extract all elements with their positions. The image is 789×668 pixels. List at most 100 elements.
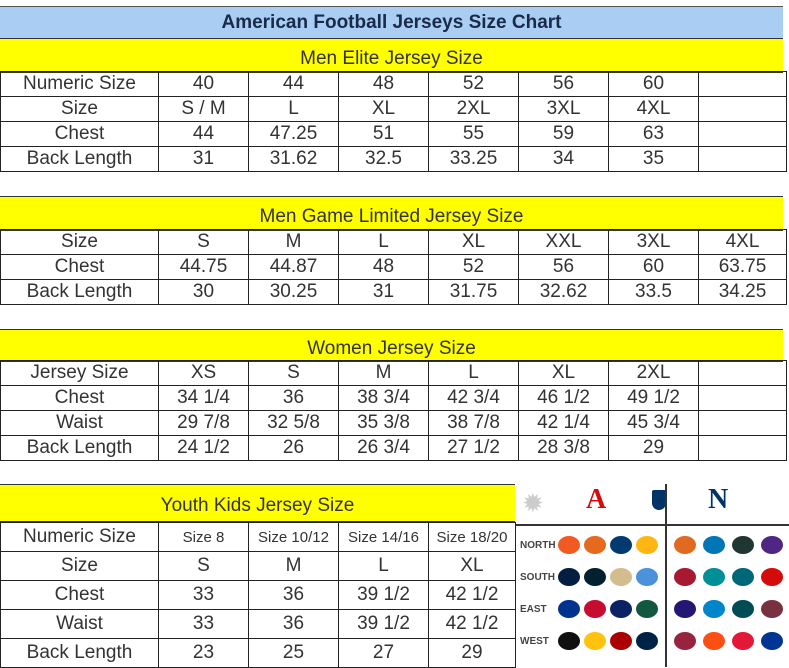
nfc-team-logo <box>761 568 783 586</box>
table-cell: 29 <box>428 638 516 668</box>
afc-team-logo <box>636 536 658 554</box>
row-label: Back Length <box>0 638 159 668</box>
afc-team-logo <box>610 568 632 586</box>
table-cell <box>698 146 787 172</box>
table-cell: 26 3/4 <box>338 435 429 461</box>
chart-title: American Football Jerseys Size Chart <box>0 6 783 40</box>
row-label: Back Length <box>0 435 159 461</box>
nfc-team-logo <box>732 568 754 586</box>
row-label: Numeric Size <box>0 71 159 97</box>
table-cell: 30.25 <box>248 279 339 305</box>
table-cell: 27 <box>338 638 429 668</box>
table-row: Chest 33 36 39 1/2 42 1/2 <box>0 580 516 610</box>
table-cell <box>698 385 787 411</box>
afc-team-logo <box>584 536 606 554</box>
table-cell: 42 1/2 <box>428 609 516 639</box>
table-cell: 51 <box>338 121 429 147</box>
table-cell: M <box>248 229 339 255</box>
table-cell: 48 <box>338 254 429 280</box>
table-row: Back Length 31 31.62 32.5 33.25 34 35 <box>0 146 787 172</box>
nfc-team-logo <box>732 632 754 650</box>
table-row: Jersey Size XS S M L XL 2XL <box>0 360 787 386</box>
table-cell: S <box>158 551 249 581</box>
division-label: EAST <box>520 604 547 615</box>
table-row: Size S M L XL <box>0 551 516 581</box>
table-cell: 46 1/2 <box>518 385 609 411</box>
nfc-team-logo <box>674 568 696 586</box>
afc-team-logo <box>610 632 632 650</box>
table-cell: L <box>248 96 339 122</box>
table-cell: 39 1/2 <box>338 580 429 610</box>
table-row: Size S M L XL XXL 3XL 4XL <box>0 229 787 255</box>
table-cell: 32.5 <box>338 146 429 172</box>
table-cell <box>698 435 787 461</box>
table-cell: 30 <box>158 279 249 305</box>
table-cell: 60 <box>608 71 699 97</box>
table-cell: XL <box>428 229 519 255</box>
men-elite-table: Numeric Size 40 44 48 52 56 60 Size S / M L XL 2XL 3… <box>0 71 787 172</box>
table-cell: Size 8 <box>158 522 249 552</box>
table-cell: 32 5/8 <box>248 410 339 436</box>
nfl-shield-logo <box>652 490 666 510</box>
table-cell: 56 <box>518 71 609 97</box>
afc-team-logo <box>584 632 606 650</box>
table-cell: 63.75 <box>698 254 787 280</box>
table-cell: 33.5 <box>608 279 699 305</box>
row-label: Size <box>0 229 159 255</box>
table-cell: 42 1/2 <box>428 580 516 610</box>
nfc-team-logo <box>674 600 696 618</box>
table-cell: 59 <box>518 121 609 147</box>
table-cell: 23 <box>158 638 249 668</box>
afc-team-logo <box>636 632 658 650</box>
table-cell: M <box>248 551 339 581</box>
afc-team-logo <box>636 600 658 618</box>
table-cell: XXL <box>518 229 609 255</box>
table-cell: 39 1/2 <box>338 609 429 639</box>
afc-team-logo <box>610 536 632 554</box>
youth-kids-section-title: Youth Kids Jersey Size <box>0 484 515 522</box>
table-cell: 48 <box>338 71 429 97</box>
division-label: SOUTH <box>520 572 555 583</box>
table-row: Size S / M L XL 2XL 3XL 4XL <box>0 96 787 122</box>
table-cell <box>698 71 787 97</box>
table-cell: 34 1/4 <box>158 385 249 411</box>
table-cell: 55 <box>428 121 519 147</box>
sun-icon: ✹ <box>522 488 544 518</box>
table-row: Chest 44 47.25 51 55 59 63 <box>0 121 787 147</box>
row-label: Back Length <box>0 279 159 305</box>
table-cell: S <box>248 360 339 386</box>
afc-team-logo <box>558 632 580 650</box>
table-cell: 42 3/4 <box>428 385 519 411</box>
table-cell: 35 <box>608 146 699 172</box>
table-cell <box>698 121 787 147</box>
table-cell: L <box>338 229 429 255</box>
table-cell: 34.25 <box>698 279 787 305</box>
row-label: Size <box>0 551 159 581</box>
afc-logo: A <box>586 484 607 515</box>
nfc-team-logo <box>703 536 725 554</box>
row-label: Chest <box>0 580 159 610</box>
afc-team-logo <box>558 600 580 618</box>
table-cell: 26 <box>248 435 339 461</box>
row-label: Chest <box>0 385 159 411</box>
nfl-logos-panel: ✹ A N NORTH SOUTH EAST WEST <box>516 484 789 667</box>
table-cell: 38 7/8 <box>428 410 519 436</box>
table-cell: 44.87 <box>248 254 339 280</box>
table-cell: 36 <box>248 609 339 639</box>
table-cell: 45 3/4 <box>608 410 699 436</box>
row-label: Size <box>0 96 159 122</box>
table-cell: 31.62 <box>248 146 339 172</box>
table-cell: 3XL <box>608 229 699 255</box>
afc-team-logo <box>584 568 606 586</box>
table-cell: 52 <box>428 254 519 280</box>
nfc-team-logo <box>761 632 783 650</box>
table-cell: 33 <box>158 609 249 639</box>
division-label: NORTH <box>520 540 556 551</box>
table-cell: 44 <box>158 121 249 147</box>
table-row: Waist 29 7/8 32 5/8 35 3/8 38 7/8 42 1/4 45 3/… <box>0 410 787 436</box>
table-cell: XL <box>338 96 429 122</box>
women-table: Jersey Size XS S M L XL 2XL Chest 34 1/4 36 38 3/4… <box>0 360 787 461</box>
table-cell: S / M <box>158 96 249 122</box>
table-cell: 40 <box>158 71 249 97</box>
table-cell: XS <box>158 360 249 386</box>
